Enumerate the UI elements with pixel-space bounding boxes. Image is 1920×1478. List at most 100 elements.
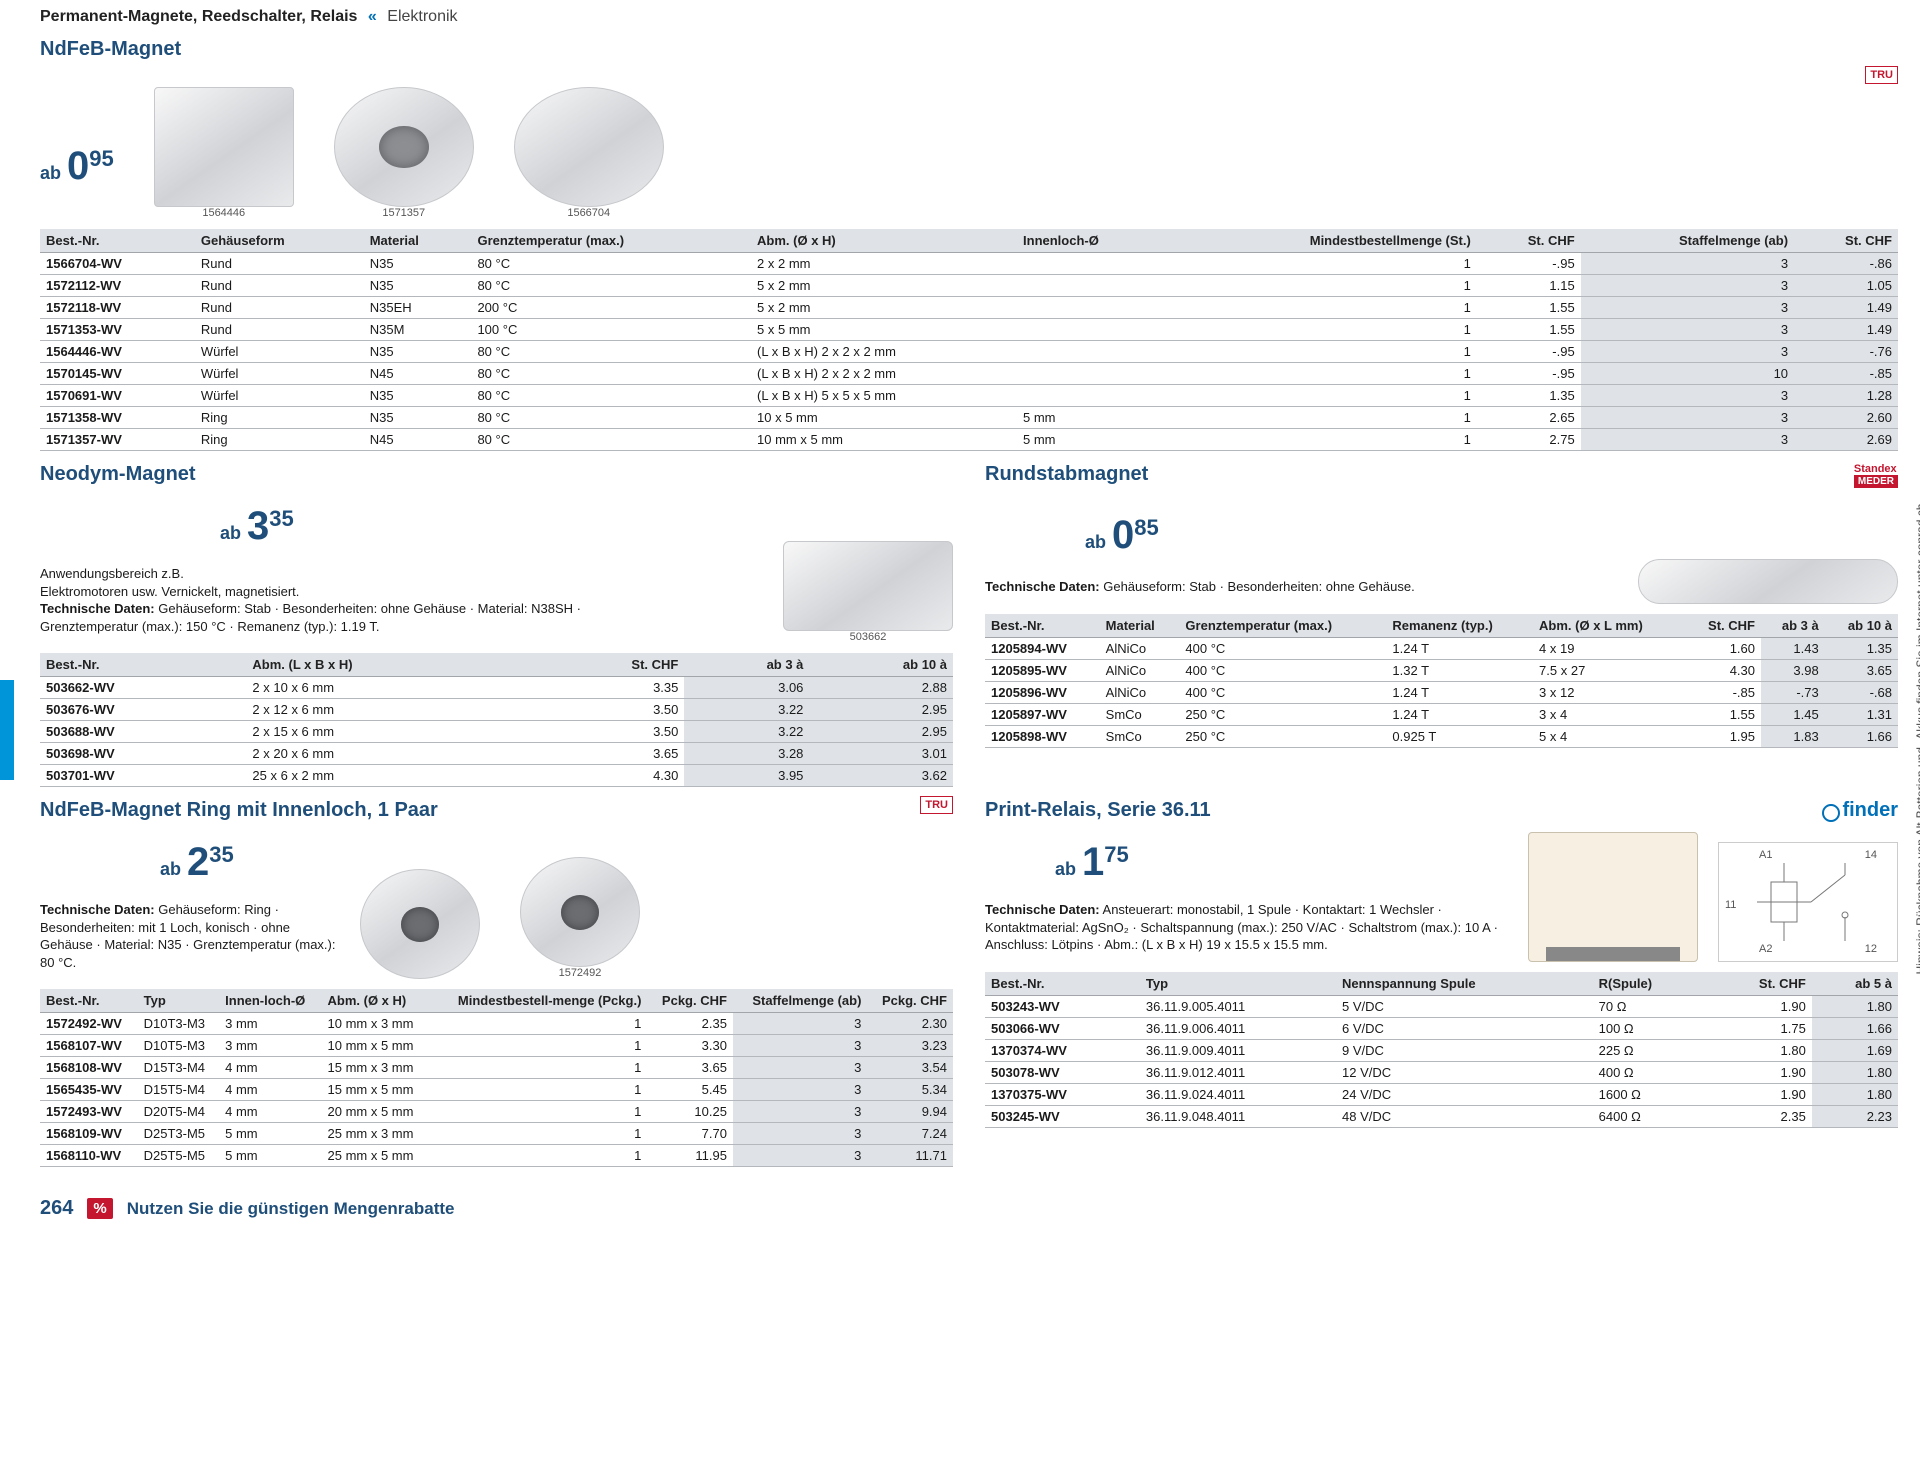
col-header: ab 3 à [1761, 614, 1825, 638]
col-header: Pckg. CHF [647, 989, 733, 1013]
breadcrumb-path: Permanent-Magnete, Reedschalter, Relais [40, 8, 357, 25]
col-header: Innenloch-Ø [1017, 229, 1172, 253]
product-image: 1572492 [520, 857, 640, 979]
col-header: Abm. (Ø x L mm) [1533, 614, 1684, 638]
col-header: Abm. (Ø x H) [751, 229, 1017, 253]
section-relais: finder Print-Relais, Serie 36.11 ab175 T… [985, 799, 1898, 1167]
col-header: Best.-Nr. [40, 229, 195, 253]
section-rundstab: Standex MEDER Rundstabmagnet ab085 Techn… [985, 463, 1898, 787]
spec-table: Best.-Nr.GehäuseformMaterialGrenztempera… [40, 229, 1898, 451]
col-header: Material [364, 229, 472, 253]
spec-table: Best.-Nr.TypInnen-loch-ØAbm. (Ø x H)Mind… [40, 989, 953, 1167]
section-neodym: Neodym-Magnet ab335 Anwendungsbereich z.… [40, 463, 953, 787]
col-header: Best.-Nr. [40, 989, 138, 1013]
product-image: 503662 [783, 541, 953, 643]
table-row: 1370374-WV36.11.9.009.40119 V/DC225 Ω1.8… [985, 1039, 1898, 1061]
table-row: 1205897-WVSmCo250 °C1.24 T3 x 41.551.451… [985, 704, 1898, 726]
col-header: Mindestbestell-menge (Pckg.) [430, 989, 647, 1013]
table-row: 1571358-WVRingN3580 °C10 x 5 mm5 mm12.65… [40, 407, 1898, 429]
footer-message: Nutzen Sie die günstigen Mengenrabatte [127, 1199, 455, 1219]
description: Anwendungsbereich z.B. Elektromotoren us… [40, 565, 600, 635]
side-note: Hinweis: Rücknahme von Alt-Batterien und… [1914, 504, 1920, 975]
price: ab335 [220, 504, 763, 549]
discount-icon: % [87, 1198, 112, 1219]
section-title: Neodym-Magnet [40, 463, 953, 486]
table-row: 1571353-WVRundN35M100 °C5 x 5 mm11.5531.… [40, 319, 1898, 341]
col-header: Nennspannung Spule [1336, 972, 1593, 996]
col-header: St. CHF [1708, 972, 1812, 996]
description: Technische Daten: Gehäuseform: Stab · Be… [985, 578, 1545, 596]
table-row: 1572493-WVD20T5-M44 mm20 mm x 5 mm110.25… [40, 1101, 953, 1123]
circuit-diagram: A1 14 11 A2 12 [1718, 842, 1898, 962]
col-header: ab 10 à [809, 653, 953, 677]
table-row: 503078-WV36.11.9.012.401112 V/DC400 Ω1.9… [985, 1061, 1898, 1083]
table-row: 1205896-WVAlNiCo400 °C1.24 T3 x 12-.85-.… [985, 682, 1898, 704]
col-header: ab 10 à [1825, 614, 1898, 638]
col-header: Best.-Nr. [40, 653, 246, 677]
table-row: 503245-WV36.11.9.048.401148 V/DC6400 Ω2.… [985, 1105, 1898, 1127]
table-row: 1370375-WV36.11.9.024.401124 V/DC1600 Ω1… [985, 1083, 1898, 1105]
col-header: R(Spule) [1593, 972, 1708, 996]
spec-table: Best.-Nr.Abm. (L x B x H)St. CHFab 3 àab… [40, 653, 953, 787]
col-header: Gehäuseform [195, 229, 364, 253]
table-row: 1572492-WVD10T3-M33 mm10 mm x 3 mm12.353… [40, 1013, 953, 1035]
col-header: Staffelmenge (ab) [1581, 229, 1794, 253]
table-row: 503676-WV2 x 12 x 6 mm3.503.222.95 [40, 699, 953, 721]
product-image [360, 869, 480, 979]
product-image [1528, 832, 1698, 962]
brand-standex: Standex MEDER [1854, 463, 1898, 487]
price: ab085 [1085, 513, 1618, 558]
col-header: Staffelmenge (ab) [733, 989, 867, 1013]
section-title: NdFeB-Magnet Ring mit Innenloch, 1 Paar [40, 799, 953, 822]
table-row: 503701-WV25 x 6 x 2 mm4.303.953.62 [40, 765, 953, 787]
breadcrumb: Permanent-Magnete, Reedschalter, Relais … [40, 8, 1898, 26]
side-tab [0, 680, 14, 780]
col-header: St. CHF [1684, 614, 1761, 638]
col-header: Mindestbestellmenge (St.) [1172, 229, 1477, 253]
table-row: 1568110-WVD25T5-M55 mm25 mm x 5 mm111.95… [40, 1145, 953, 1167]
page-number: 264 [40, 1197, 73, 1220]
table-row: 1572112-WVRundN3580 °C5 x 2 mm11.1531.05 [40, 275, 1898, 297]
col-header: Innen-loch-Ø [219, 989, 321, 1013]
table-row: 1205894-WVAlNiCo400 °C1.24 T4 x 191.601.… [985, 638, 1898, 660]
table-row: 1568109-WVD25T3-M55 mm25 mm x 3 mm17.703… [40, 1123, 953, 1145]
product-image: 1564446 [154, 87, 294, 219]
col-header: Pckg. CHF [867, 989, 953, 1013]
table-row: 1565435-WVD15T5-M44 mm15 mm x 5 mm15.453… [40, 1079, 953, 1101]
price: ab175 [1055, 840, 1508, 885]
table-row: 503698-WV2 x 20 x 6 mm3.653.283.01 [40, 743, 953, 765]
table-row: 1564446-WVWürfelN3580 °C(L x B x H) 2 x … [40, 341, 1898, 363]
col-header: ab 3 à [684, 653, 809, 677]
product-image: 1566704 [514, 87, 664, 219]
table-row: 503243-WV36.11.9.005.40115 V/DC70 Ω1.901… [985, 995, 1898, 1017]
spec-table: Best.-Nr.TypNennspannung SpuleR(Spule)St… [985, 972, 1898, 1128]
description: Technische Daten: Gehäuseform: Ring · Be… [40, 901, 340, 971]
col-header: Best.-Nr. [985, 972, 1140, 996]
col-header: Material [1100, 614, 1180, 638]
brand-tru: TRU [1865, 69, 1898, 81]
col-header: Remanenz (typ.) [1386, 614, 1533, 638]
table-row: 1570691-WVWürfelN3580 °C(L x B x H) 5 x … [40, 385, 1898, 407]
table-row: 1205898-WVSmCo250 °C0.925 T5 x 41.951.83… [985, 726, 1898, 748]
brand-finder: finder [1822, 799, 1898, 822]
table-row: 1571357-WVRingN4580 °C10 mm x 5 mm5 mm12… [40, 429, 1898, 451]
col-header: Grenztemperatur (max.) [1179, 614, 1386, 638]
col-header: Typ [138, 989, 220, 1013]
finder-icon [1822, 804, 1840, 822]
section-ndfeb: NdFeB-Magnet TRU ab095 1564446 1571357 1… [40, 38, 1898, 451]
spec-table: Best.-Nr.MaterialGrenztemperatur (max.)R… [985, 614, 1898, 748]
brand-tru: TRU [920, 799, 953, 811]
table-row: 1566704-WVRundN3580 °C2 x 2 mm1-.953-.86 [40, 253, 1898, 275]
product-image: 1571357 [334, 87, 474, 219]
table-row: 503066-WV36.11.9.006.40116 V/DC100 Ω1.75… [985, 1017, 1898, 1039]
breadcrumb-category: Elektronik [387, 8, 457, 25]
description: Technische Daten: Ansteuerart: monostabi… [985, 901, 1508, 954]
col-header: Typ [1140, 972, 1336, 996]
table-row: 1572118-WVRundN35EH200 °C5 x 2 mm11.5531… [40, 297, 1898, 319]
col-header: Grenztemperatur (max.) [471, 229, 751, 253]
col-header: ab 5 à [1812, 972, 1898, 996]
section-title: Print-Relais, Serie 36.11 [985, 799, 1898, 822]
col-header: St. CHF [534, 653, 685, 677]
section-title: Rundstabmagnet [985, 463, 1898, 486]
table-row: 1568107-WVD10T5-M33 mm10 mm x 5 mm13.303… [40, 1035, 953, 1057]
